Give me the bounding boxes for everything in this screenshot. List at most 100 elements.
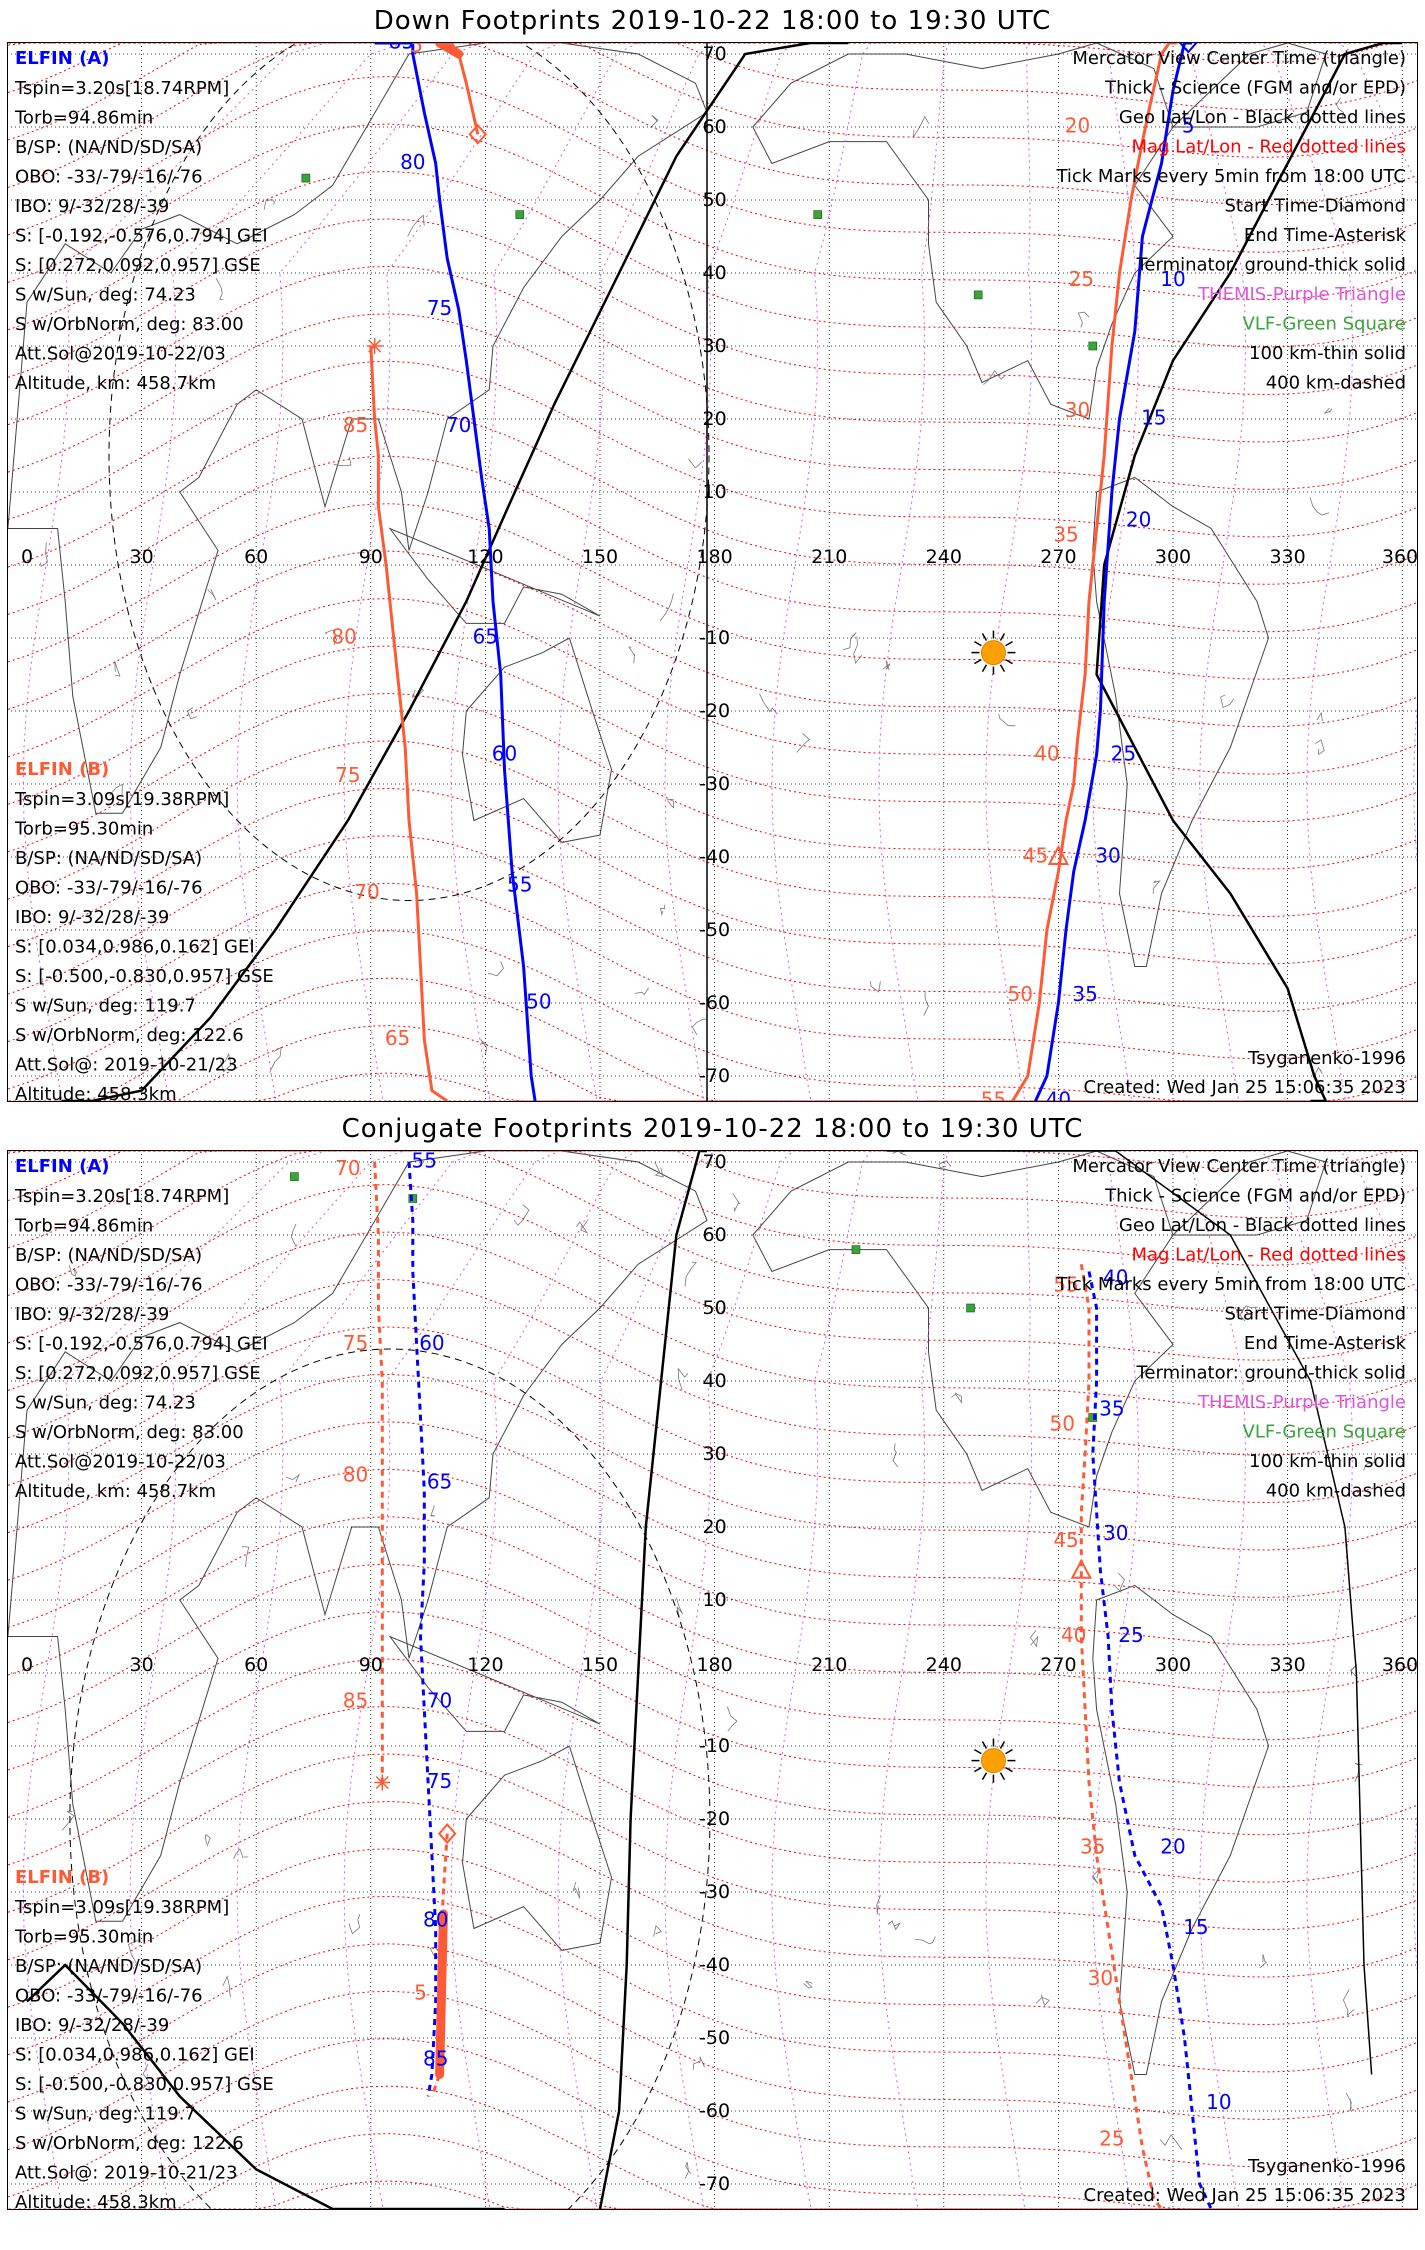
elfin-a-info-line: Altitude, km: 458.7km (15, 1481, 216, 1502)
elfin-a-tick-label: 10 (1160, 267, 1185, 291)
terminator-curve (886, 1151, 1373, 2075)
mag-lat-line (8, 1848, 1417, 2026)
lat-tick-label: 30 (703, 335, 727, 357)
mag-lon-line (450, 1151, 684, 2209)
lat-tick-label: 20 (703, 408, 727, 430)
landmass-outline-0 (8, 43, 708, 814)
mag-lat-line (8, 1611, 1417, 1788)
coast-fragment (324, 629, 338, 646)
legend-line: Mag Lat/Lon - Red dotted lines (1131, 1245, 1406, 1266)
lat-tick-label: 10 (703, 1589, 727, 1611)
science-segment (435, 43, 464, 59)
coast-fragment (983, 370, 1005, 385)
lat-tick-label: -30 (699, 773, 730, 795)
elfin-a-info-line: IBO: 9/-32/28/-39 (15, 1304, 169, 1325)
legend-line: End Time-Asterisk (1244, 225, 1407, 246)
mag-lat-line (8, 1943, 1417, 2120)
landmass-outline-4 (1092, 476, 1270, 967)
elfin-a-info-line: OBO: -33/-79/-16/-76 (15, 167, 203, 188)
mag-lat-line (8, 43, 1417, 158)
elfin-a-tick-label: 75 (427, 1769, 452, 1793)
coast-fragment (207, 589, 217, 601)
sun-ray (999, 1772, 1006, 1781)
mag-lat-line (8, 1800, 1417, 1978)
lon-tick-label: 270 (1040, 1654, 1076, 1676)
sun-icon (980, 640, 1006, 666)
vlf-station-marker (515, 210, 525, 219)
mag-lat-line (8, 1326, 1417, 1504)
sun-ray (1005, 640, 1013, 647)
legend-line: 400 km-dashed (1266, 1481, 1406, 1502)
landmass-outline-0 (8, 1151, 708, 1922)
coast-fragment (998, 713, 1016, 727)
sun-ray (981, 633, 988, 641)
fov-400km-ellipse (69, 1348, 711, 2209)
elfin-a-tick-label: 20 (1160, 1835, 1185, 1859)
lon-tick-label: 150 (582, 546, 618, 568)
coast-fragment (876, 1895, 881, 1915)
lat-tick-label: 70 (703, 1151, 727, 1173)
coast-fragment (659, 593, 674, 622)
mag-lat-line (8, 1468, 1417, 1646)
elfin-a-info-line: OBO: -33/-79/-16/-76 (15, 1275, 203, 1296)
elfin-a-tick-label: 60 (492, 741, 517, 765)
elfin-a-track (1034, 43, 1193, 1101)
coast-fragment (677, 1367, 689, 1391)
lon-tick-label: 0 (21, 546, 33, 568)
lat-tick-label: 60 (703, 1224, 727, 1246)
panel-title-conjugate: Conjugate Footprints 2019-10-22 18:00 to… (341, 1114, 1084, 1144)
lon-tick-label: 30 (130, 546, 154, 568)
elfin-b-tick-label: 40 (1034, 741, 1059, 765)
legend-line: Thick - Science (FGM and/or EPD) (1104, 1186, 1406, 1207)
coast-fragment (575, 1219, 589, 1234)
coast-fragment (675, 1597, 683, 1618)
elfin-a-info-line: S w/Sun, deg: 74.23 (15, 1393, 196, 1414)
elfin-b-tick-label: 80 (343, 1462, 368, 1486)
elfin-a-tick-label: 80 (400, 150, 425, 174)
coast-fragment (1363, 1453, 1376, 1471)
legend-line: Geo Lat/Lon - Black dotted lines (1119, 1215, 1406, 1236)
coast-fragment (892, 1443, 899, 1468)
lat-tick-label: 50 (703, 189, 727, 211)
elfin-b-info-line: Tspin=3.09s[19.38RPM] (14, 1897, 229, 1918)
elfin-a-info-line: Torb=94.86min (14, 1216, 153, 1237)
vlf-station-marker (290, 1172, 299, 1181)
coast-fragment (759, 693, 778, 715)
landmass-outline-3 (752, 43, 1174, 420)
lat-tick-label: -20 (699, 700, 730, 722)
mag-lat-line (8, 550, 1417, 728)
coast-fragment (142, 2063, 150, 2089)
center-time-triangle (1070, 1558, 1092, 1579)
elfin-b-info-line: IBO: 9/-32/28/-39 (15, 907, 169, 928)
elfin-b-tick-label: 50 (1007, 982, 1032, 1006)
lon-tick-label: 120 (467, 1654, 503, 1676)
elfin-a-tick-label: 70 (446, 413, 471, 437)
elfin-b-tick-label: 45 (1053, 1528, 1078, 1552)
coast-fragment (1335, 97, 1345, 119)
elfin-b-tick-label: 70 (354, 880, 379, 904)
elfin-b-info-line: S: [-0.500,-0.830,0.957] GSE (15, 966, 274, 987)
elfin-a-info-line: Torb=94.86min (14, 108, 153, 129)
mag-lat-line (8, 360, 1417, 538)
elfin-a-track (1087, 1271, 1213, 2209)
coast-fragment (653, 1925, 663, 1937)
sun-ray (999, 664, 1006, 673)
lat-tick-label: 20 (703, 1516, 727, 1538)
mag-lat-line (8, 43, 1417, 206)
elfin-a-info-line: S: [-0.192,-0.576,0.794] GEI (15, 1334, 268, 1355)
lat-tick-label: -20 (699, 1808, 730, 1830)
coast-fragment (513, 1204, 530, 1226)
mag-lon-line (22, 43, 405, 1101)
lat-tick-label: 60 (703, 116, 727, 138)
elfin-b-info-line: S w/Sun, deg: 119.7 (15, 996, 196, 1017)
coast-fragment (186, 707, 197, 720)
coast-fragment (1239, 1305, 1258, 1322)
conjugate-footprints-map: 5560657075808540353025201510707580855555… (7, 1150, 1418, 2210)
vlf-station-marker (966, 1303, 975, 1313)
sun-ray (1005, 1766, 1013, 1773)
sun-ray (1005, 1748, 1013, 1755)
landmass-outline-3 (752, 1151, 1174, 1528)
sun-ray (974, 1748, 982, 1755)
elfin-a-tick-label: 10 (1206, 2090, 1231, 2114)
